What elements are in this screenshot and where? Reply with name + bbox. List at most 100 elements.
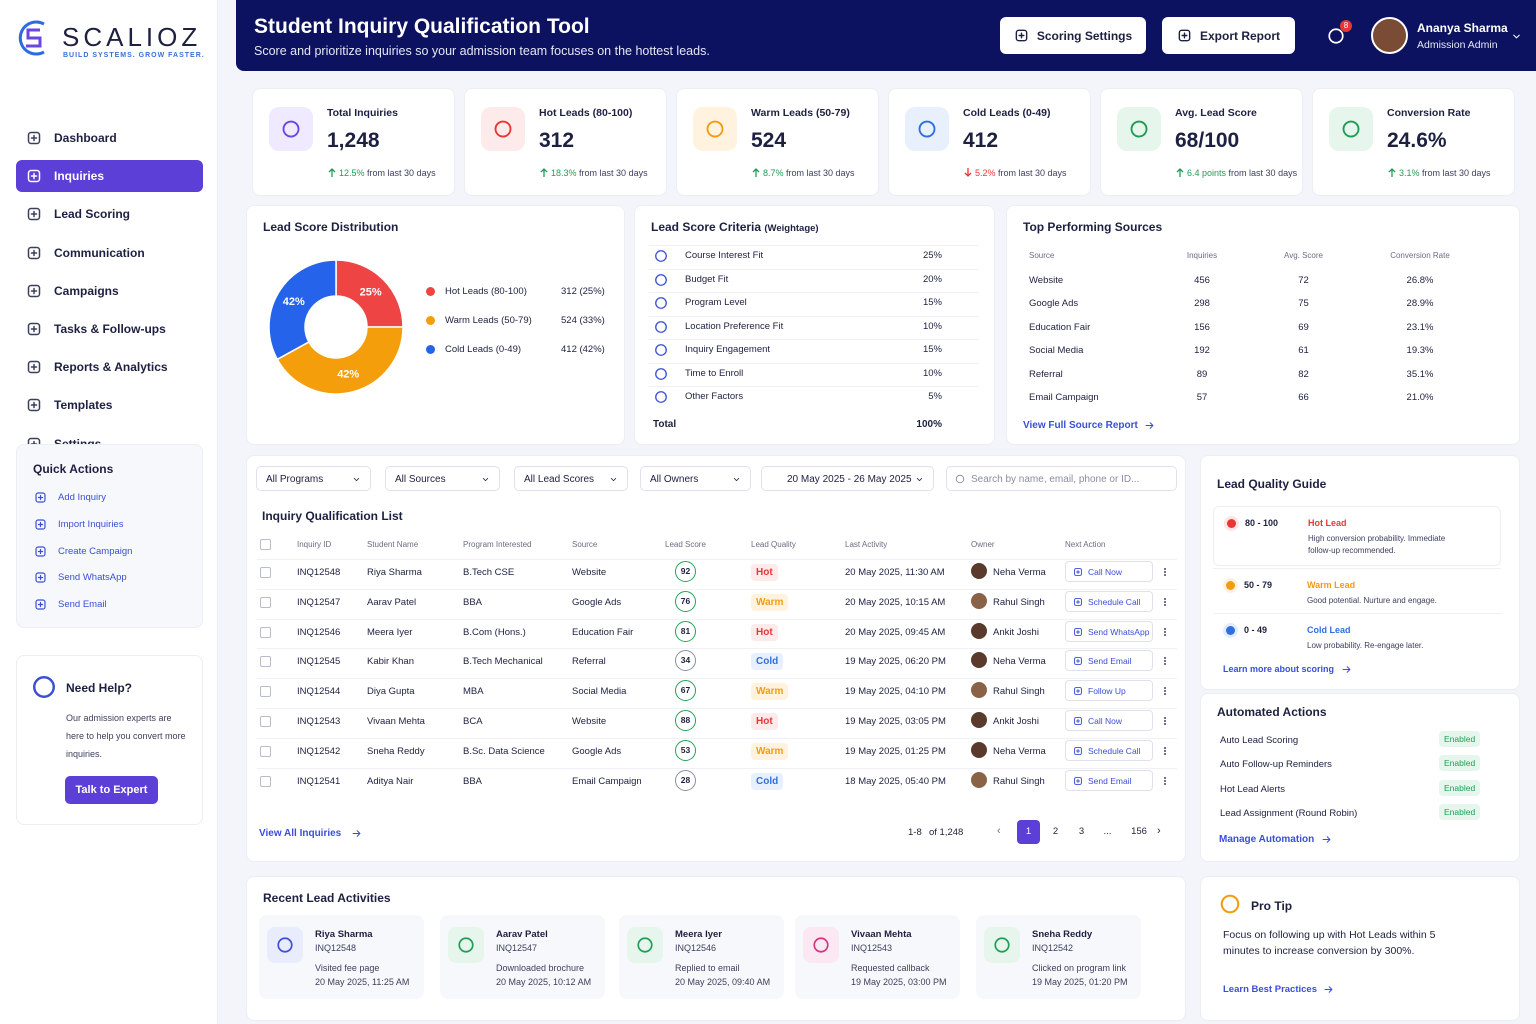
- help-button[interactable]: Talk to Expert: [65, 776, 158, 804]
- icon-shape: [1181, 32, 1188, 39]
- quick-action[interactable]: Add Inquiry: [58, 492, 107, 503]
- page-button[interactable]: 156: [1131, 826, 1147, 837]
- prev-page[interactable]: ‹: [997, 825, 1001, 837]
- row-menu: [1164, 717, 1166, 725]
- icon-shape: [27, 246, 41, 259]
- icon-shape: [30, 402, 38, 409]
- icon-shape: [1075, 748, 1081, 753]
- action-icon: [1074, 568, 1082, 576]
- icon-shape: [1164, 717, 1166, 719]
- icon-shape: [37, 548, 44, 554]
- header-button[interactable]: Scoring Settings: [1000, 17, 1146, 54]
- row-checkbox[interactable]: [260, 716, 271, 727]
- nav-item[interactable]: Dashboard: [16, 122, 203, 154]
- source-report-link[interactable]: View Full Source Report: [1023, 420, 1138, 431]
- guide-link[interactable]: Learn more about scoring: [1223, 664, 1335, 674]
- icon-shape: [918, 120, 936, 138]
- row-checkbox[interactable]: [260, 626, 271, 638]
- row-menu: [1164, 776, 1166, 785]
- card-title: Automated Actions: [1217, 705, 1327, 719]
- row-divider: [257, 588, 1177, 590]
- icon-shape: [1164, 627, 1166, 630]
- row-checkbox[interactable]: [260, 596, 271, 608]
- nav-icon: [27, 322, 41, 336]
- nav-item[interactable]: Inquiries: [16, 160, 203, 193]
- criteria-weight: 10%: [922, 367, 942, 379]
- icon-shape: [1328, 28, 1344, 44]
- action-label: Call Now: [1088, 716, 1123, 726]
- row-checkbox[interactable]: [260, 656, 271, 668]
- nav-item[interactable]: Templates: [16, 389, 203, 421]
- quick-action-icon: [35, 519, 46, 530]
- row-divider: [257, 767, 1177, 769]
- stat-change-line: 18.3% from last 30 days: [551, 168, 648, 178]
- filter-select[interactable]: 20 May 2025 - 26 May 2025: [761, 466, 934, 491]
- nav-item[interactable]: Lead Scoring: [16, 198, 203, 230]
- list-cell: 20 May 2025, 09:45 AM: [845, 626, 946, 638]
- list-cell: BBA: [463, 596, 483, 608]
- source-cell: 156: [1194, 321, 1210, 333]
- header-button[interactable]: Export Report: [1162, 17, 1295, 54]
- card-title: Recent Lead Activities: [263, 891, 391, 905]
- action-button[interactable]: Send Email: [1065, 769, 1153, 791]
- avatar[interactable]: [1371, 17, 1408, 54]
- source-cell: 82: [1298, 368, 1309, 380]
- quick-action[interactable]: Send Email: [58, 599, 107, 611]
- guide-label: Hot Lead: [1308, 518, 1347, 528]
- page-button[interactable]: 1: [1017, 820, 1040, 844]
- quick-action[interactable]: Send WhatsApp: [58, 572, 127, 584]
- source-cell: 23.1%: [1406, 321, 1434, 333]
- notification-badge[interactable]: 8: [1340, 20, 1352, 32]
- icon-shape: [1075, 629, 1081, 634]
- search-box[interactable]: Search by name, email, phone or ID...: [946, 466, 1177, 491]
- page-button[interactable]: ...: [1103, 826, 1112, 837]
- bell-icon: [1328, 28, 1344, 44]
- criteria-row: [649, 268, 979, 270]
- automation-link[interactable]: Manage Automation: [1219, 834, 1315, 845]
- action-button[interactable]: Call Now: [1065, 710, 1153, 731]
- page-button[interactable]: 2: [1052, 826, 1059, 837]
- icon-shape: [352, 830, 361, 837]
- column-header: Inquiries: [1186, 251, 1218, 260]
- quick-action[interactable]: Import Inquiries: [58, 518, 124, 530]
- row-checkbox[interactable]: [260, 745, 271, 757]
- action-button[interactable]: Schedule Call: [1065, 739, 1153, 761]
- filter-select[interactable]: All Owners: [640, 466, 751, 491]
- button-label: Export Report: [1199, 28, 1280, 43]
- activity-action: Replied to email: [675, 963, 740, 973]
- filter-select[interactable]: All Sources: [385, 466, 500, 491]
- donut-segment: [335, 259, 404, 328]
- row-checkbox[interactable]: [260, 686, 271, 698]
- action-button[interactable]: Schedule Call: [1065, 590, 1153, 612]
- filter-select[interactable]: All Lead Scores: [514, 466, 628, 491]
- action-button[interactable]: Send WhatsApp: [1065, 620, 1153, 642]
- nav-item[interactable]: Communication: [16, 237, 203, 269]
- quick-action[interactable]: Create Campaign: [58, 545, 133, 557]
- nav-item[interactable]: Reports & Analytics: [16, 351, 203, 383]
- automation-name: Lead Assignment (Round Robin): [1220, 808, 1358, 820]
- page-button[interactable]: 3: [1078, 826, 1085, 837]
- icon-shape: [1164, 782, 1166, 785]
- activity-action: Visited fee page: [315, 963, 380, 973]
- action-label: Schedule Call: [1088, 745, 1141, 756]
- row-divider: [257, 737, 1177, 739]
- tip-link[interactable]: Learn Best Practices: [1223, 984, 1317, 995]
- next-page[interactable]: ›: [1157, 825, 1161, 837]
- activity-name: Aarav Patel: [496, 929, 548, 940]
- action-button[interactable]: Follow Up: [1065, 680, 1153, 702]
- row-checkbox[interactable]: [260, 775, 271, 787]
- header-checkbox[interactable]: [260, 539, 271, 550]
- stat-value: 24.6%: [1387, 129, 1447, 152]
- icon-shape: [1164, 603, 1166, 606]
- view-all-link[interactable]: View All Inquiries: [259, 828, 342, 839]
- owner-avatar: [971, 712, 987, 728]
- action-button[interactable]: Call Now: [1065, 561, 1153, 582]
- nav-item[interactable]: Tasks & Follow-ups: [16, 313, 203, 345]
- action-button[interactable]: Send Email: [1065, 650, 1153, 672]
- row-checkbox[interactable]: [260, 567, 271, 578]
- logo-shape: [26, 28, 42, 48]
- icon-shape: [916, 477, 923, 482]
- status-badge: Enabled: [1439, 755, 1481, 772]
- nav-item[interactable]: Campaigns: [16, 275, 203, 307]
- filter-select[interactable]: All Programs: [256, 466, 371, 491]
